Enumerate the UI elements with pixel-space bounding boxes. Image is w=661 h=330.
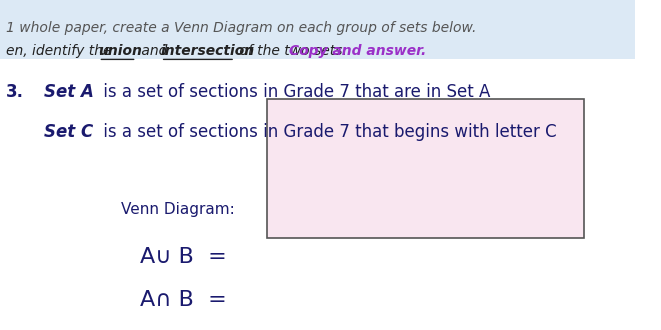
Text: 3.: 3. bbox=[7, 83, 24, 101]
FancyBboxPatch shape bbox=[0, 0, 635, 59]
Text: A∩ B  =: A∩ B = bbox=[139, 290, 227, 310]
Text: union: union bbox=[98, 44, 142, 58]
Text: intersection: intersection bbox=[161, 44, 255, 58]
Text: of the two sets.: of the two sets. bbox=[235, 44, 351, 58]
Text: 1 whole paper, create a Venn Diagram on each group of sets below.: 1 whole paper, create a Venn Diagram on … bbox=[7, 21, 477, 35]
Text: is a set of sections in Grade 7 that begins with letter C: is a set of sections in Grade 7 that beg… bbox=[98, 123, 557, 141]
Text: A∪ B  =: A∪ B = bbox=[139, 248, 227, 267]
Text: Set C: Set C bbox=[44, 123, 94, 141]
Text: Copy and answer.: Copy and answer. bbox=[289, 44, 426, 58]
Text: Set A: Set A bbox=[44, 83, 95, 101]
Text: en, identify the: en, identify the bbox=[7, 44, 116, 58]
Text: and: and bbox=[137, 44, 171, 58]
Text: Venn Diagram:: Venn Diagram: bbox=[121, 202, 235, 217]
FancyBboxPatch shape bbox=[267, 99, 584, 238]
Text: is a set of sections in Grade 7 that are in Set A: is a set of sections in Grade 7 that are… bbox=[98, 83, 491, 101]
